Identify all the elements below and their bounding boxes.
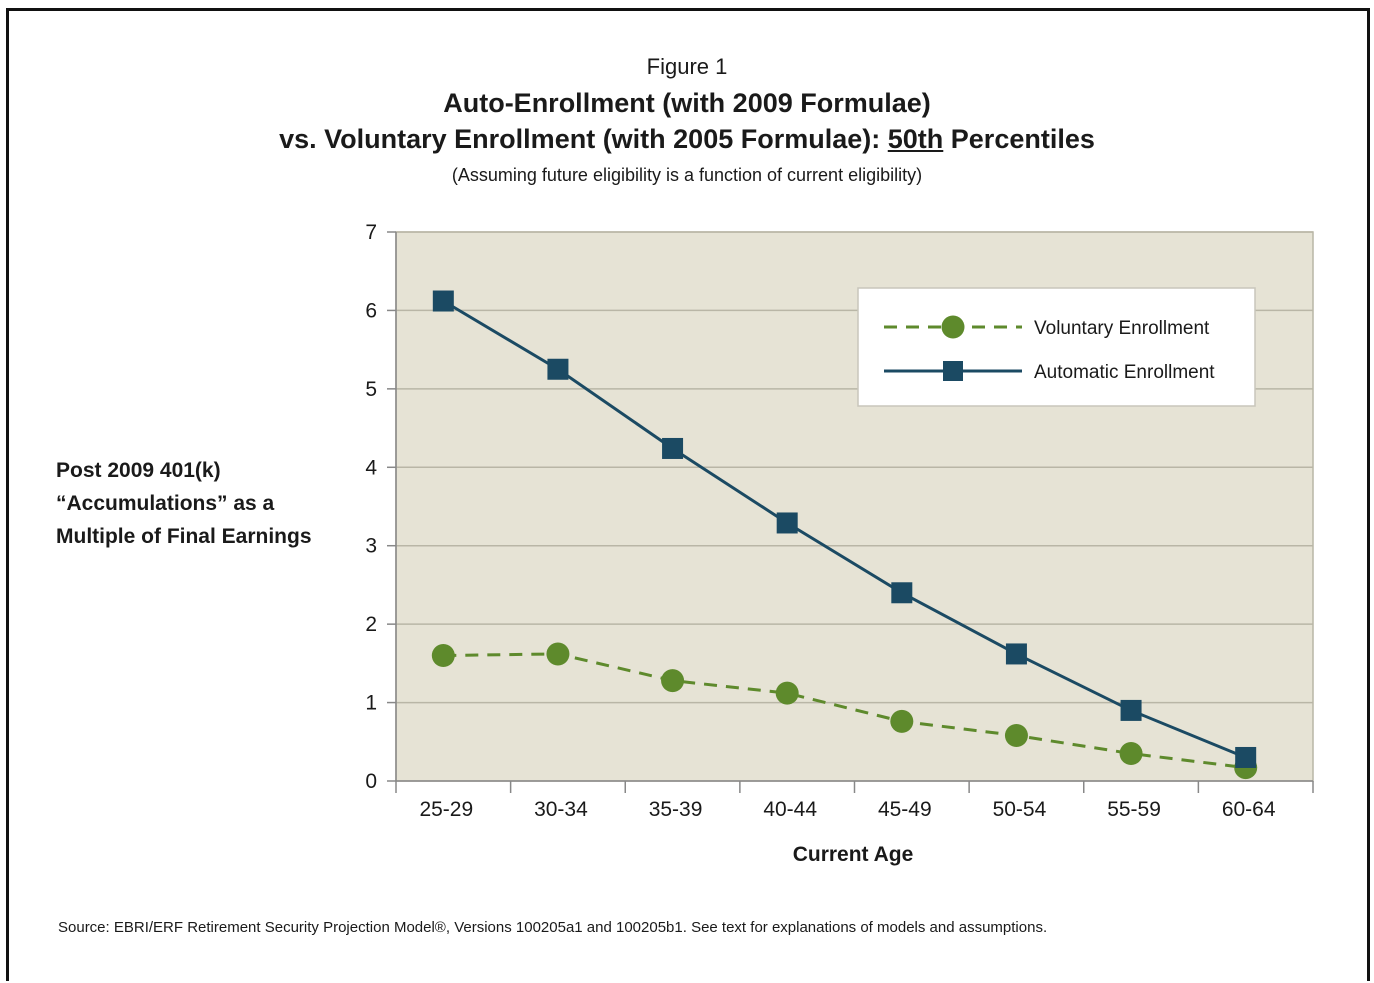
legend-box <box>857 287 1256 407</box>
legend-marker <box>943 361 963 381</box>
source-note: Source: EBRI/ERF Retirement Security Pro… <box>58 919 1048 936</box>
title-line2-underlined: 50th <box>887 124 944 154</box>
data-point-voluntary-enrollment <box>431 644 455 668</box>
y-tick-label: 6 <box>365 299 377 322</box>
data-point-automatic-enrollment <box>1005 643 1027 665</box>
data-point-voluntary-enrollment <box>1004 724 1028 748</box>
data-point-voluntary-enrollment <box>775 681 799 705</box>
data-point-voluntary-enrollment <box>890 709 914 733</box>
y-tick-label: 7 <box>365 221 377 244</box>
title-line2-pre: vs. Voluntary Enrollment (with 2005 Form… <box>279 124 888 154</box>
series-line-voluntary-enrollment <box>443 652 1246 770</box>
legend-marker <box>941 315 965 339</box>
data-point-voluntary-enrollment <box>661 669 685 693</box>
data-point-voluntary-enrollment <box>1119 742 1143 766</box>
title-line2-post: Percentiles <box>943 124 1095 154</box>
chart-title-line2: vs. Voluntary Enrollment (with 2005 Form… <box>0 124 1374 155</box>
data-point-automatic-enrollment <box>432 290 454 312</box>
x-axis-title: Current Age <box>793 843 914 866</box>
x-tick-label: 50-54 <box>993 798 1047 821</box>
y-axis-title: Post 2009 401(k) “Accumulations” as a Mu… <box>56 459 312 548</box>
x-tick-label: 60-64 <box>1222 798 1276 821</box>
legend-label: Automatic Enrollment <box>1034 362 1215 383</box>
figure-frame <box>6 8 1370 981</box>
data-point-automatic-enrollment <box>662 437 684 459</box>
series-line-automatic-enrollment <box>442 299 1247 759</box>
data-point-automatic-enrollment <box>1120 699 1142 721</box>
data-point-automatic-enrollment <box>776 512 798 534</box>
legend: Voluntary Enrollment Automatic Enrollment <box>857 287 1256 407</box>
y-tick-label: 0 <box>365 770 377 793</box>
x-tick-label: 45-49 <box>878 798 932 821</box>
x-tick-label: 55-59 <box>1107 798 1161 821</box>
data-point-automatic-enrollment <box>547 358 569 380</box>
data-point-automatic-enrollment <box>1235 746 1257 768</box>
x-tick-label: 25-29 <box>419 798 473 821</box>
y-tick-label: 2 <box>365 613 377 636</box>
y-tick-label: 4 <box>365 456 377 479</box>
chart-title-line1: Auto-Enrollment (with 2009 Formulae) <box>443 88 931 118</box>
chart-subtitle: (Assuming future eligibility is a functi… <box>451 165 923 185</box>
legend-label: Voluntary Enrollment <box>1034 318 1210 339</box>
x-tick-label: 35-39 <box>649 798 703 821</box>
x-tick-label: 30-34 <box>534 798 588 821</box>
y-tick-label: 3 <box>365 535 377 558</box>
data-point-automatic-enrollment <box>891 582 913 604</box>
x-tick-label: 40-44 <box>763 798 817 821</box>
data-point-voluntary-enrollment <box>546 642 570 666</box>
y-tick-label: 1 <box>365 692 377 715</box>
y-tick-label: 5 <box>365 378 377 401</box>
figure-label: Figure 1 <box>646 54 728 79</box>
